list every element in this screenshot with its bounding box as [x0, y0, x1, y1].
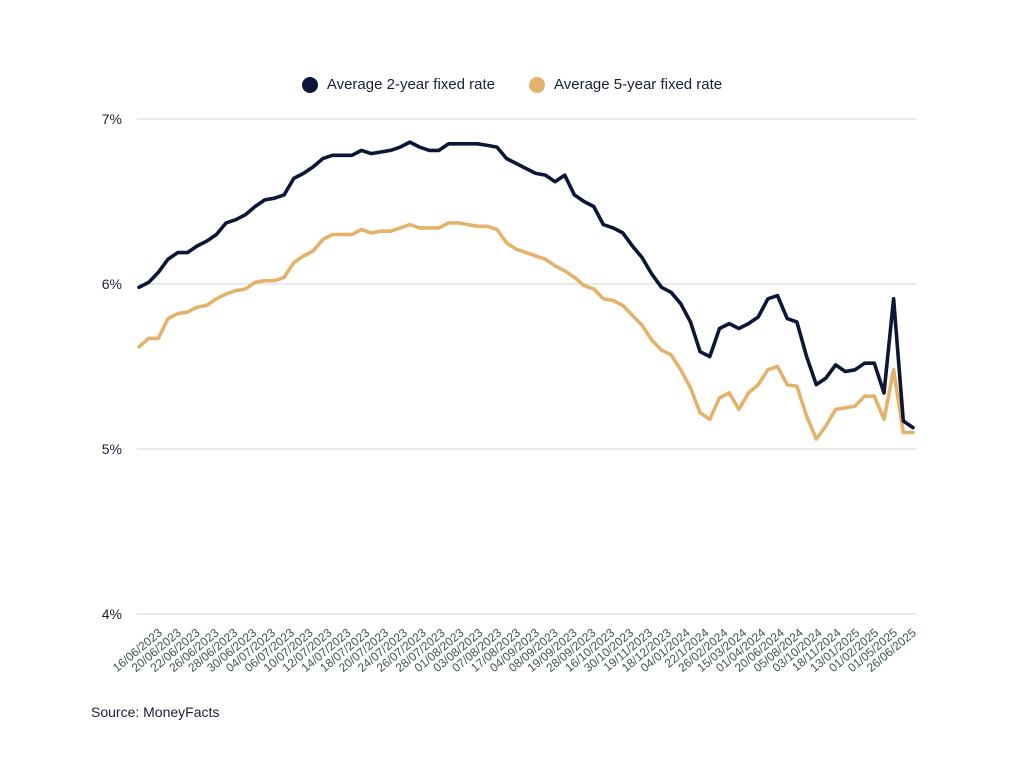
series-line-2yr: [137, 140, 915, 430]
legend-item-2yr: Average 2-year fixed rate: [301, 76, 495, 93]
source-note: Source: MoneyFacts: [91, 704, 220, 720]
x-axis-ticks: 16/06/202320/06/202322/06/202326/06/2023…: [110, 625, 919, 675]
legend-label-2yr: Average 2-year fixed rate: [326, 76, 495, 93]
y-tick-label: 6%: [102, 276, 122, 292]
grid-lines: [137, 118, 917, 615]
y-tick-label: 5%: [102, 441, 122, 457]
y-tick-label: 4%: [102, 606, 122, 622]
legend-label-5yr: Average 5-year fixed rate: [554, 76, 723, 93]
legend: Average 2-year fixed rate Average 5-year…: [0, 76, 1024, 93]
legend-dot-2yr: [301, 76, 318, 93]
legend-item-5yr: Average 5-year fixed rate: [529, 76, 722, 93]
y-axis-ticks: 7% 6% 5% 4%: [102, 111, 122, 622]
series-line-5yr: [137, 221, 915, 441]
series-lines: [137, 140, 915, 441]
y-tick-label: 7%: [102, 111, 122, 127]
legend-dot-5yr: [529, 76, 545, 93]
